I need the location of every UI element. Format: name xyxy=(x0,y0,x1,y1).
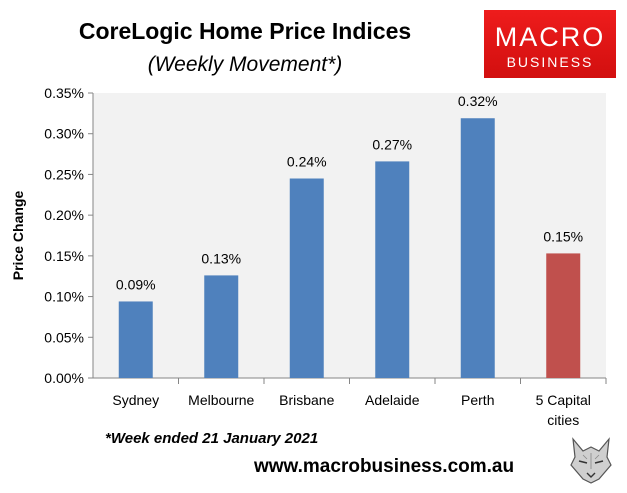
y-tick-label: 0.30% xyxy=(44,126,84,142)
macrobusiness-logo: MACRO BUSINESS xyxy=(484,10,616,78)
y-tick-label: 0.15% xyxy=(44,248,84,264)
bar xyxy=(204,275,239,378)
x-tick-label: Sydney xyxy=(112,392,159,408)
data-label: 0.24% xyxy=(287,154,327,170)
chart-subtitle: (Weekly Movement*) xyxy=(147,53,343,76)
logo-line-1: MACRO xyxy=(494,22,606,52)
chart-title: CoreLogic Home Price Indices xyxy=(78,18,412,44)
y-tick-label: 0.05% xyxy=(44,329,84,345)
y-tick-label: 0.20% xyxy=(44,207,84,223)
y-tick-label: 0.10% xyxy=(44,289,84,305)
data-label: 0.13% xyxy=(201,250,241,266)
y-axis-title: Price Change xyxy=(10,191,26,281)
bar xyxy=(460,118,495,378)
y-tick-label: 0.25% xyxy=(44,166,84,182)
website-url: www.macrobusiness.com.au xyxy=(254,456,515,477)
x-tick-label: 5 Capital xyxy=(536,392,591,408)
x-tick-label: Adelaide xyxy=(365,392,420,408)
data-label: 0.32% xyxy=(458,93,498,109)
data-label: 0.15% xyxy=(543,228,583,244)
wolf-mascot-icon xyxy=(565,435,617,485)
bar xyxy=(118,301,153,378)
footnote: *Week ended 21 January 2021 xyxy=(105,430,319,447)
y-tick-label: 0.00% xyxy=(44,370,84,386)
bar xyxy=(546,253,581,378)
data-label: 0.09% xyxy=(116,276,156,292)
x-tick-label: cities xyxy=(547,412,579,428)
x-tick-label: Brisbane xyxy=(279,392,334,408)
y-tick-label: 0.35% xyxy=(44,85,84,101)
x-tick-label: Melbourne xyxy=(188,392,254,408)
data-label: 0.27% xyxy=(372,136,412,152)
bar xyxy=(289,178,324,378)
bar xyxy=(375,161,410,378)
logo-line-2: BUSINESS xyxy=(506,54,594,70)
x-tick-label: Perth xyxy=(461,392,494,408)
plot-area xyxy=(93,93,606,378)
